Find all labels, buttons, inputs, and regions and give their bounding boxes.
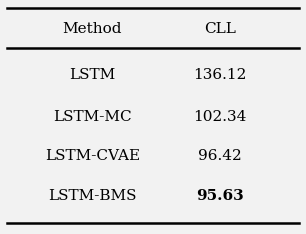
- Text: LSTM-MC: LSTM-MC: [53, 110, 132, 124]
- Text: 96.42: 96.42: [198, 149, 241, 163]
- Text: 102.34: 102.34: [193, 110, 246, 124]
- Text: Method: Method: [63, 22, 122, 36]
- Text: LSTM-BMS: LSTM-BMS: [48, 189, 136, 203]
- Text: 136.12: 136.12: [193, 68, 246, 82]
- Text: 95.63: 95.63: [196, 189, 244, 203]
- Text: CLL: CLL: [204, 22, 236, 36]
- Text: LSTM-CVAE: LSTM-CVAE: [45, 149, 140, 163]
- Text: LSTM: LSTM: [69, 68, 115, 82]
